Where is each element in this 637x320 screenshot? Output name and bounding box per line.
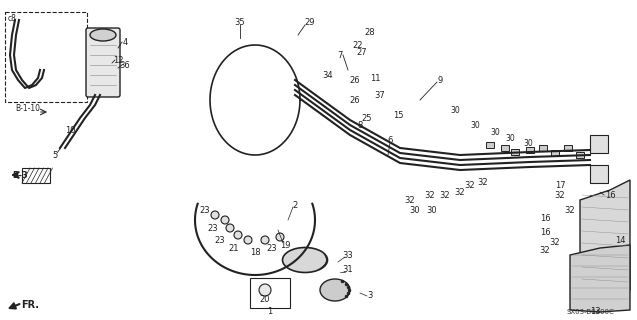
Text: 10: 10 xyxy=(65,125,75,134)
Text: 6: 6 xyxy=(387,135,392,145)
Bar xyxy=(576,152,584,158)
Text: B-1-10: B-1-10 xyxy=(15,103,41,113)
Bar xyxy=(590,135,608,153)
Text: 12: 12 xyxy=(113,55,123,65)
Circle shape xyxy=(244,236,252,244)
Text: 9: 9 xyxy=(438,76,443,84)
Text: 13: 13 xyxy=(590,308,600,316)
Text: 32: 32 xyxy=(404,196,415,204)
Text: c8: c8 xyxy=(8,13,17,22)
Polygon shape xyxy=(570,245,630,312)
Circle shape xyxy=(226,224,234,232)
Text: 26: 26 xyxy=(350,76,361,84)
Text: 27: 27 xyxy=(357,47,368,57)
Text: 30: 30 xyxy=(450,106,460,115)
Text: 36: 36 xyxy=(120,60,131,69)
Bar xyxy=(590,220,608,238)
Bar xyxy=(526,147,534,153)
Text: 20: 20 xyxy=(260,295,270,305)
Text: 23: 23 xyxy=(199,205,210,214)
Polygon shape xyxy=(580,180,630,295)
Bar xyxy=(551,150,559,156)
Circle shape xyxy=(259,284,271,296)
Text: 32: 32 xyxy=(564,205,575,214)
Text: 17: 17 xyxy=(555,180,565,189)
Bar xyxy=(250,278,290,308)
Bar xyxy=(590,195,608,213)
Text: 31: 31 xyxy=(343,266,354,275)
Text: 21: 21 xyxy=(229,244,240,252)
Circle shape xyxy=(234,231,242,239)
Text: 33: 33 xyxy=(343,251,354,260)
Text: SX03-B0400C: SX03-B0400C xyxy=(566,309,614,315)
Text: 32: 32 xyxy=(478,178,489,187)
Text: 2: 2 xyxy=(292,201,297,210)
Text: 30: 30 xyxy=(427,205,438,214)
Text: 32: 32 xyxy=(425,190,435,199)
Text: 32: 32 xyxy=(540,245,550,254)
Text: 19: 19 xyxy=(280,241,290,250)
Circle shape xyxy=(276,233,284,241)
Text: 30: 30 xyxy=(410,205,420,214)
Ellipse shape xyxy=(90,29,116,41)
Text: 32: 32 xyxy=(455,188,465,196)
Text: 32: 32 xyxy=(464,180,475,189)
Text: 32: 32 xyxy=(555,190,565,199)
Text: FR.: FR. xyxy=(21,300,39,310)
Bar xyxy=(564,145,572,151)
Circle shape xyxy=(261,236,269,244)
Ellipse shape xyxy=(282,247,327,273)
Text: 18: 18 xyxy=(250,247,261,257)
Text: 8: 8 xyxy=(357,121,362,130)
Bar xyxy=(22,168,50,183)
Text: 16: 16 xyxy=(540,228,550,236)
Text: 30: 30 xyxy=(470,121,480,130)
Text: 7: 7 xyxy=(338,51,343,60)
Text: B-3: B-3 xyxy=(12,171,28,180)
Text: 23: 23 xyxy=(208,223,218,233)
Text: 14: 14 xyxy=(615,236,626,244)
Text: 15: 15 xyxy=(393,110,403,119)
Bar xyxy=(539,145,547,151)
Text: 16: 16 xyxy=(540,213,550,222)
Text: 5: 5 xyxy=(52,150,57,159)
Text: 25: 25 xyxy=(362,114,372,123)
Text: 1: 1 xyxy=(268,308,273,316)
Bar xyxy=(486,142,494,148)
Text: 22: 22 xyxy=(353,41,363,50)
Circle shape xyxy=(211,211,219,219)
FancyBboxPatch shape xyxy=(86,28,120,97)
Text: 28: 28 xyxy=(365,28,375,36)
Text: 30: 30 xyxy=(490,127,500,137)
Text: 23: 23 xyxy=(267,244,277,252)
Text: 32: 32 xyxy=(550,237,561,246)
Text: 11: 11 xyxy=(369,74,380,83)
Text: 16: 16 xyxy=(605,190,615,199)
Bar xyxy=(5,12,87,102)
Bar xyxy=(590,165,608,183)
Bar xyxy=(501,145,509,151)
Ellipse shape xyxy=(320,279,350,301)
Text: 35: 35 xyxy=(234,18,245,27)
Text: 26: 26 xyxy=(350,95,361,105)
Text: 3: 3 xyxy=(368,291,373,300)
Text: 34: 34 xyxy=(323,70,333,79)
Text: 30: 30 xyxy=(523,139,533,148)
Text: 23: 23 xyxy=(215,236,225,244)
Text: 30: 30 xyxy=(505,133,515,142)
Bar xyxy=(511,149,519,155)
Circle shape xyxy=(221,216,229,224)
Text: 4: 4 xyxy=(122,37,127,46)
Text: 32: 32 xyxy=(440,190,450,199)
Text: 37: 37 xyxy=(375,91,385,100)
Text: 29: 29 xyxy=(304,18,315,27)
